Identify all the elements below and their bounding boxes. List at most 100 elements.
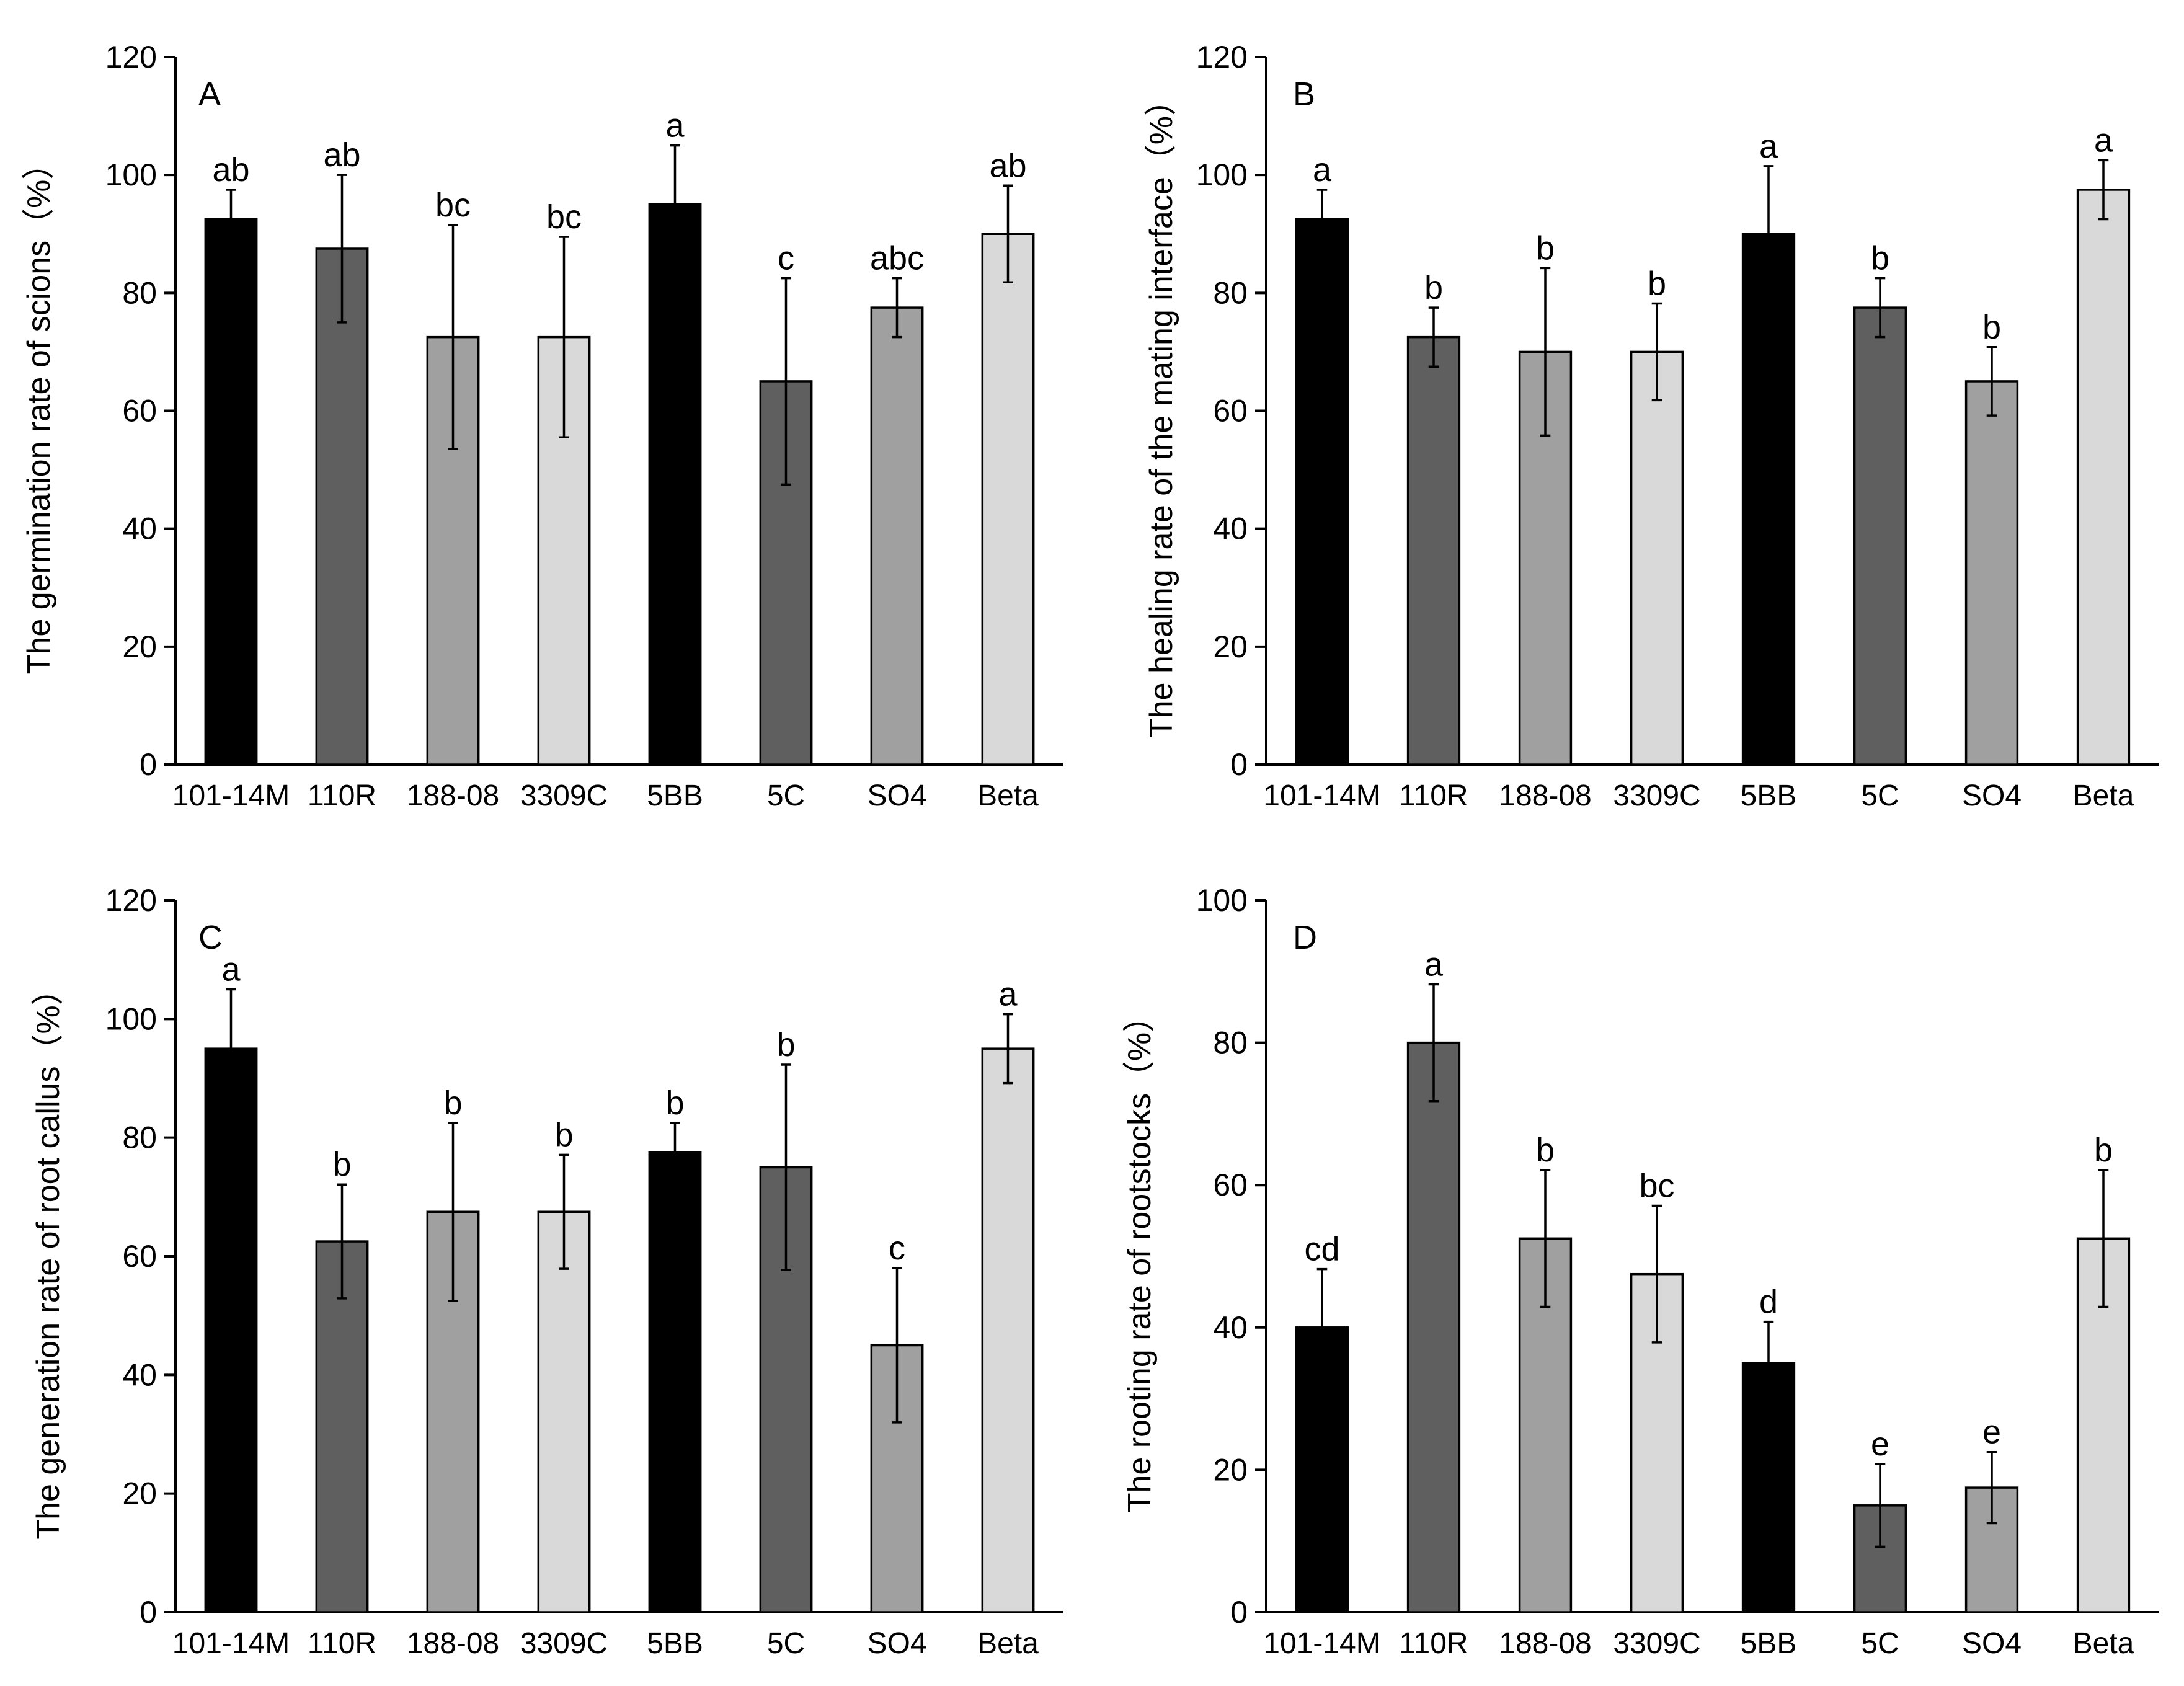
panel-b-category-label: SO4 [1962,779,2022,812]
panel-b-category-label: 5C [1861,779,1899,812]
panel-a-y-tick-label: 60 [122,394,157,428]
panel-c-bar-beta [981,1047,1035,1613]
panel-d-significance-label: b [1536,1132,1555,1169]
panel-b-bar-5bb [1741,233,1796,766]
panel-b-bar-110r [1406,335,1461,766]
panel-a-significance-label: a [665,107,685,144]
panel-a-y-tick-label: 20 [122,629,157,664]
panel-c-bar-101-14m [204,1047,258,1613]
panel-a-category-label: 5C [767,779,805,812]
panel-d-y-tick-label: 20 [1213,1452,1248,1487]
panel-d-category-label: 110R [1399,1627,1468,1660]
panel-d-y-axis-title: The rooting rate of rootstocks（%） [1122,1000,1158,1513]
panel-a-category-label: 101-14M [172,779,290,812]
panel-d: 0 20 40 60 80 100 The rooting rate of rootstoc… [1122,883,2159,1660]
panel-c-category-label: SO4 [867,1627,926,1660]
panel-b-significance-label: b [1648,265,1666,302]
panel-c-category-label: Beta [977,1627,1039,1660]
panel-c-significance-label: a [221,951,241,988]
panel-d-significance-label: bc [1639,1167,1674,1204]
panel-c-bar-5bb [648,1151,702,1613]
panel-b-significance-label: b [1424,269,1443,306]
panel-b-category-label: 101-14M [1263,779,1380,812]
panel-b-bar-101-14m [1295,218,1349,766]
panel-b-y-tick-label: 100 [1196,158,1248,192]
panel-d-category-label: 3309C [1613,1627,1700,1660]
panel-c-y-tick-label: 40 [122,1357,157,1392]
panel-d-y-tick-label: 80 [1213,1026,1248,1060]
panel-c-y-tick-label: 80 [122,1120,157,1155]
panel-d-significance-label: e [1871,1426,1889,1463]
panel-a-y-axis-title: The germination rate of scions（%） [21,148,57,675]
panel-b-letter: B [1293,76,1315,113]
panel-d-bar-5c [1853,1504,1907,1613]
panel-a-significance-label: ab [212,151,249,189]
panel-d-y-tick-label: 100 [1196,883,1248,918]
panel-c-y-tick-label: 0 [140,1595,157,1630]
panel-c-letter: C [198,919,223,956]
panel-d-y-tick-label: 0 [1230,1595,1248,1630]
panel-d-category-label: 5BB [1741,1627,1797,1660]
panel-b-category-label: 5BB [1741,779,1797,812]
panel-b-category-label: Beta [2073,779,2134,812]
panel-a-category-label: SO4 [867,779,926,812]
panel-a-significance-label: ab [989,147,1026,184]
panel-c-significance-label: b [665,1085,684,1122]
panel-c-category-label: 5C [767,1627,805,1660]
panel-b-significance-label: a [2094,122,2113,159]
panel-d-category-label: SO4 [1962,1627,2022,1660]
panel-d-category-label: Beta [2073,1627,2134,1660]
panel-c-y-axis-title: The generation rate of root callus（%） [30,973,66,1539]
panel-d-bar-110r [1406,1041,1461,1613]
panel-a-significance-label: bc [435,187,471,224]
panel-a-significance-label: abc [870,240,924,277]
panel-b-significance-label: b [1982,309,2001,346]
panel-b-bar-so4 [1964,380,2019,766]
panel-b-y-tick-label: 80 [1213,275,1248,310]
panel-b-y-axis-title: The healing rate of the mating interface… [1143,84,1179,738]
panel-c-significance-label: b [776,1026,795,1063]
panel-d-significance-label: e [1982,1414,2001,1451]
panel-c-y-tick-label: 120 [105,883,157,918]
panel-c-significance-label: b [443,1085,462,1122]
panel-d-y-tick-label: 40 [1213,1310,1248,1345]
panel-b-y-tick-label: 60 [1213,394,1248,428]
panel-a-y-tick-label: 40 [122,512,157,546]
panel-b-y-tick-label: 0 [1230,747,1248,782]
panel-a-significance-label: ab [323,136,360,174]
panel-a: 0 20 40 60 80 100 120 The germination rate of s… [21,40,1063,812]
panel-c-significance-label: a [998,976,1018,1013]
panel-c-category-label: 110R [308,1627,376,1660]
panel-c-significance-label: b [332,1146,351,1183]
panel-a-y-tick-label: 0 [140,747,157,782]
panel-b-category-label: 110R [1399,779,1468,812]
panel-a-bar-so4 [870,306,924,766]
panel-d-category-label: 101-14M [1263,1627,1380,1660]
panel-c: 0 20 40 60 80 100 120 The generation rate of ro… [30,883,1063,1660]
panel-b-y-tick-label: 120 [1196,40,1248,74]
panel-c-category-label: 101-14M [172,1627,290,1660]
panel-a-category-label: 110R [308,779,376,812]
panel-d-significance-label: b [2094,1132,2113,1169]
panel-c-y-tick-label: 100 [105,1001,157,1036]
panel-a-bar-beta [981,233,1035,766]
panel-d-significance-label: a [1424,946,1444,983]
panel-d-letter: D [1293,919,1317,956]
panel-c-category-label: 188-08 [407,1627,499,1660]
panel-b-category-label: 3309C [1613,779,1700,812]
panel-a-category-label: 3309C [520,779,608,812]
panel-a-y-tick-label: 120 [105,40,157,74]
panel-c-category-label: 5BB [647,1627,703,1660]
panel-b-bar-beta [2076,189,2131,766]
panel-c-bar-5c [759,1166,813,1613]
panel-d-significance-label: cd [1304,1231,1339,1268]
panel-a-y-tick-label: 100 [105,158,157,192]
panel-a-category-label: 188-08 [407,779,499,812]
panel-a-significance-label: c [778,240,794,277]
panel-b: 0 20 40 60 80 100 120 The healing rate of the m… [1143,40,2159,812]
panel-a-bar-101-14m [204,218,258,766]
panel-c-significance-label: b [554,1116,573,1153]
panel-c-bar-110r [315,1240,369,1613]
panel-c-y-tick-label: 60 [122,1239,157,1274]
